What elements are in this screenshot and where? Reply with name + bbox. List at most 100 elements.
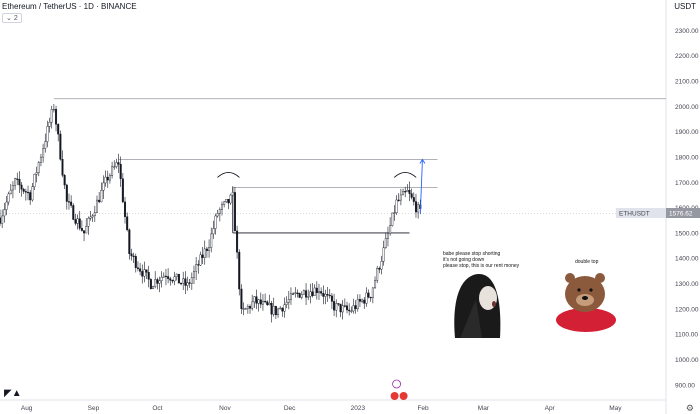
candle-body [65, 184, 68, 202]
candle-body [91, 215, 94, 218]
time-tick-label: Dec [284, 405, 296, 412]
candle-body [298, 292, 301, 298]
candles [0, 103, 422, 323]
candle-body [95, 199, 98, 213]
candle-body [322, 293, 325, 297]
candle-body [311, 291, 314, 296]
candle-body [31, 186, 34, 201]
candle-body [46, 126, 49, 142]
candle-body [281, 307, 284, 312]
candle-body [61, 159, 64, 176]
candle-body [289, 293, 292, 300]
time-tick-label: Nov [219, 405, 231, 412]
candle-body [391, 212, 394, 226]
candle-body [292, 293, 295, 295]
candle-body [257, 299, 260, 304]
candle-body [44, 141, 47, 149]
candle-body [22, 188, 25, 192]
candle-body [59, 133, 62, 160]
candle-body [132, 255, 135, 257]
projection-arrowhead [419, 158, 426, 164]
candle-body [341, 305, 344, 313]
candle-body [9, 189, 12, 195]
price-tick-label: 1100.00 [675, 332, 698, 339]
candle-body [173, 276, 176, 282]
candle-body [335, 303, 338, 311]
candle-body [397, 199, 400, 201]
candle-body [195, 264, 198, 272]
candle-body [363, 299, 366, 304]
meme-right-caption: double top [575, 259, 599, 265]
candle-body [42, 148, 45, 158]
candle-body [378, 268, 381, 270]
candle-body [320, 291, 323, 294]
price-tick-label: 1700.00 [675, 180, 699, 187]
candle-body [164, 275, 167, 278]
candle-body [266, 301, 269, 306]
candle-body [244, 308, 247, 310]
time-tick-label: 2023 [351, 405, 366, 412]
candle-body [205, 248, 208, 251]
candle-body [369, 296, 372, 299]
gear-icon[interactable]: ⚙ [685, 403, 694, 413]
candle-body [5, 201, 8, 210]
time-tick-label: Mar [478, 405, 490, 412]
candle-body [305, 290, 308, 298]
price-tick-label: 1400.00 [675, 256, 699, 263]
time-tick-label: Oct [152, 405, 162, 412]
candle-body [253, 296, 256, 303]
candle-body [143, 269, 146, 277]
tradingview-logo-icon[interactable]: ◤▲ [4, 388, 22, 399]
candle-body [147, 272, 150, 280]
candle-body [72, 205, 75, 220]
candle-body [339, 303, 342, 313]
candle-body [417, 204, 420, 213]
candle-body [199, 254, 202, 266]
candle-body [184, 278, 187, 286]
candle-body [128, 229, 131, 254]
drawings [217, 158, 426, 400]
flash-icon[interactable] [392, 379, 401, 389]
candle-body [201, 254, 204, 258]
candle-body [300, 294, 303, 298]
candle-body [171, 280, 174, 282]
symbol-text: ETHUSDT [619, 211, 650, 218]
flag-icon[interactable] [399, 392, 408, 400]
candle-body [270, 303, 273, 315]
candle-body [154, 279, 157, 287]
price-tick-label: 900.00 [675, 382, 695, 389]
candle-body [87, 218, 90, 227]
candle-body [119, 163, 122, 179]
candle-body [333, 301, 336, 311]
candle-body [18, 179, 21, 186]
price-tick-label: 2200.00 [675, 53, 699, 60]
horizontal-lines [0, 98, 666, 234]
candle-body [141, 271, 144, 277]
candle-body [48, 122, 51, 127]
top-arc-right [393, 171, 417, 178]
candle-body [98, 199, 101, 203]
flag-icon[interactable] [390, 392, 399, 400]
candle-body [272, 305, 275, 315]
currency-label[interactable]: USDT [674, 2, 696, 11]
chart-title: Ethereum / TetherUS · 1D · BINANCE [2, 2, 137, 11]
candle-body [76, 218, 79, 224]
candle-body [190, 277, 193, 284]
candle-body [393, 212, 396, 214]
candle-body [337, 303, 340, 305]
candle-body [356, 299, 359, 310]
candle-body [197, 264, 200, 266]
candle-body [126, 216, 129, 231]
time-tick-label: May [609, 405, 622, 412]
candle-body [78, 218, 81, 229]
collapse-indicators-button[interactable]: ⌄ 2 [2, 13, 22, 23]
candle-body [85, 226, 88, 234]
candle-body [210, 233, 213, 248]
candle-body [35, 172, 38, 175]
candle-body [287, 299, 290, 303]
candle-body [52, 108, 55, 111]
candle-body [121, 178, 124, 203]
candle-body [67, 201, 70, 203]
